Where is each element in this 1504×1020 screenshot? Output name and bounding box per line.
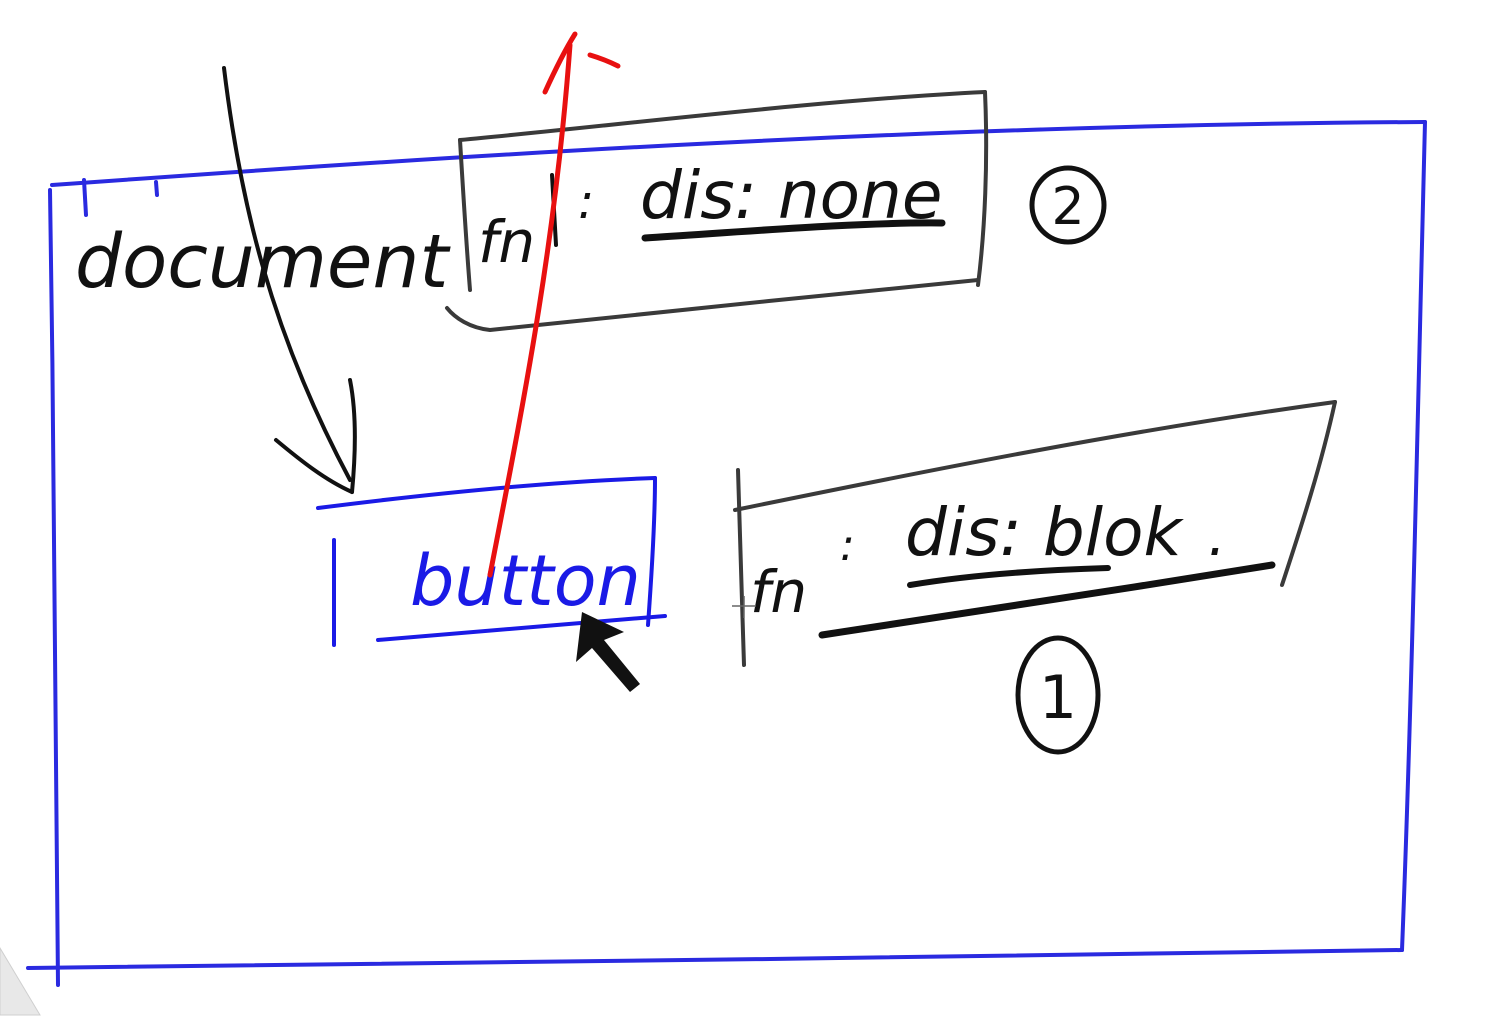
corner-artifact — [0, 947, 41, 1016]
handler-bottom-sep: : — [840, 520, 855, 571]
order-marker-2: 2 — [1029, 165, 1107, 245]
handler-bottom-dot: . — [1208, 504, 1226, 569]
handler-top-sep: : — [578, 174, 594, 230]
handler-bottom-underline-1 — [907, 565, 1111, 588]
mouse-pointer-icon — [576, 612, 640, 692]
button-label: button — [410, 540, 641, 622]
handler-top-underline — [641, 219, 946, 242]
bubble-arrow — [487, 31, 621, 578]
order-marker-1: 1 — [1015, 635, 1101, 755]
capture-arrow — [222, 66, 357, 494]
handler-top-box — [445, 90, 989, 332]
document-box — [26, 120, 1427, 987]
handler-bottom-value: dis: blok — [905, 494, 1184, 571]
handler-bottom-fn: fn — [750, 558, 807, 626]
handler-bottom-underline-2 — [818, 561, 1276, 639]
crosshair-icon — [732, 596, 756, 618]
handler-bottom-box — [733, 400, 1337, 667]
order-marker-2-text: 2 — [1051, 177, 1084, 237]
order-marker-1-text: 1 — [1039, 663, 1077, 733]
handler-top-fn: fn — [478, 208, 535, 276]
button-box — [316, 476, 667, 647]
